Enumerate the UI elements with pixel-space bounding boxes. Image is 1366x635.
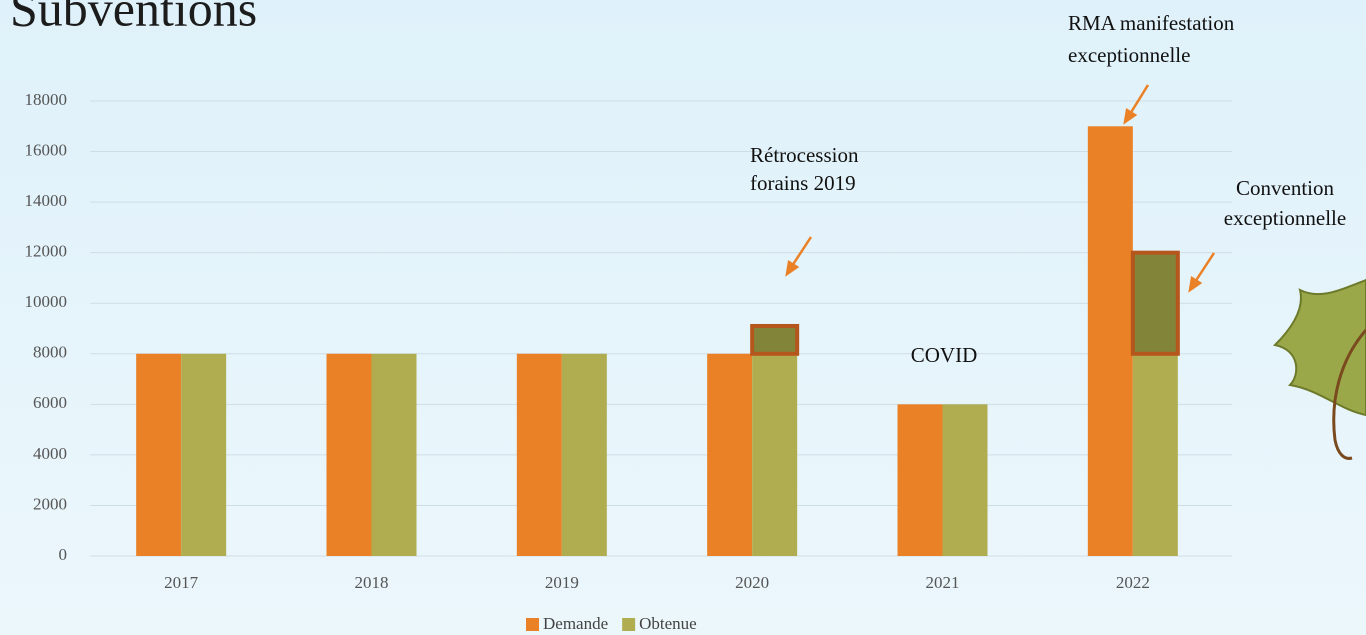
x-tick-label: 2017 <box>164 573 199 592</box>
x-tick-label: 2020 <box>735 573 769 592</box>
highlight <box>752 326 797 354</box>
y-tick-label: 6000 <box>33 393 67 412</box>
legend-swatch <box>622 618 635 631</box>
bar <box>372 354 417 556</box>
x-tick-label: 2021 <box>926 573 960 592</box>
annotation: exceptionnelle <box>1224 206 1346 230</box>
chart: Subventions 0 2000 4000 6000 8000 10000 12000 1… <box>0 0 1366 635</box>
bar <box>898 404 943 556</box>
y-tick-label: 12000 <box>25 242 68 261</box>
annotation: forains 2019 <box>750 171 856 195</box>
x-tick-label: 2022 <box>1116 573 1150 592</box>
highlight <box>1133 253 1178 354</box>
annotation: Convention <box>1236 176 1334 200</box>
bar <box>181 354 226 556</box>
legend-swatch <box>526 618 539 631</box>
annotation: RMA manifestation <box>1068 11 1235 35</box>
y-tick-label: 2000 <box>33 494 67 513</box>
bar <box>327 354 372 556</box>
x-tick-label: 2019 <box>545 573 579 592</box>
bar <box>1088 126 1133 556</box>
annotation: COVID <box>911 343 978 367</box>
bar <box>707 354 752 556</box>
chart-title: Subventions <box>10 0 257 36</box>
y-tick-label: 0 <box>59 545 68 564</box>
bar <box>752 326 797 556</box>
legend-label: Demande <box>543 614 608 633</box>
y-tick-label: 8000 <box>33 343 67 362</box>
bar <box>562 354 607 556</box>
y-tick-label: 10000 <box>25 292 68 311</box>
annotation: exceptionnelle <box>1068 43 1190 67</box>
annotation: Rétrocession <box>750 143 859 167</box>
y-tick-label: 4000 <box>33 444 67 463</box>
bar <box>136 354 181 556</box>
y-tick-label: 14000 <box>25 191 68 210</box>
y-tick-label: 18000 <box>25 90 68 109</box>
bar <box>517 354 562 556</box>
y-tick-label: 16000 <box>25 140 68 159</box>
legend-label: Obtenue <box>639 614 697 633</box>
x-tick-label: 2018 <box>355 573 389 592</box>
bar <box>943 404 988 556</box>
